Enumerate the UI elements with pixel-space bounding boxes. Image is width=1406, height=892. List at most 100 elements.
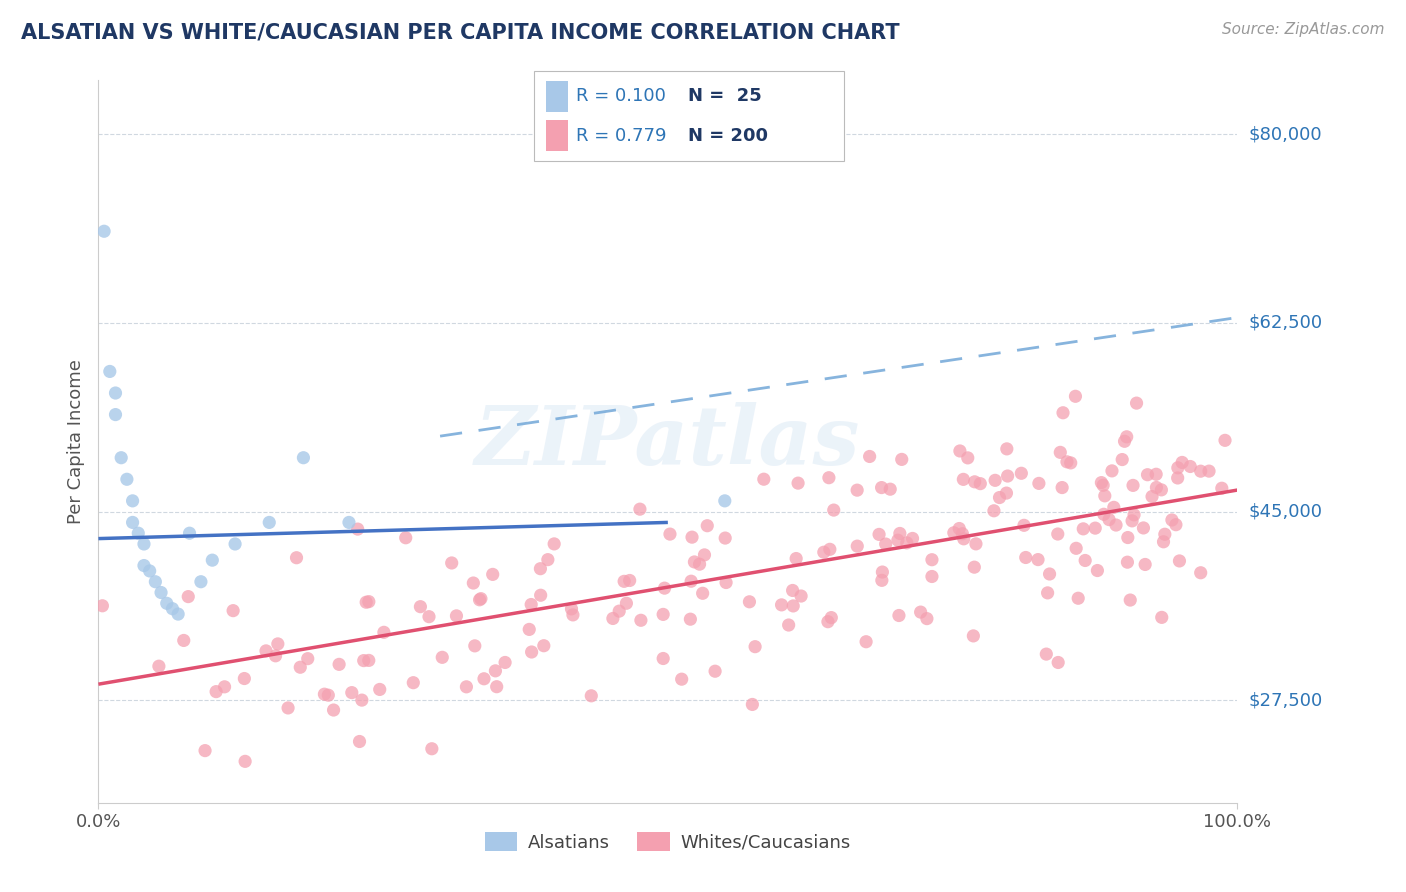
Point [681, 574, 703, 589]
Point [529, 562, 551, 576]
Point [190, 574, 212, 589]
Point [409, 599, 432, 614]
Point [368, 682, 391, 697]
Point [267, 637, 290, 651]
Point [432, 650, 454, 665]
Point [440, 556, 463, 570]
Point [607, 604, 630, 618]
Point [1167, 471, 1189, 485]
Point [1090, 475, 1112, 490]
Point [1028, 476, 1050, 491]
Point [630, 613, 652, 627]
Point [696, 518, 718, 533]
Point [1116, 555, 1139, 569]
Point [875, 537, 897, 551]
Point [254, 644, 277, 658]
Point [292, 450, 315, 465]
Point [1144, 467, 1167, 482]
Point [921, 569, 943, 583]
Point [127, 526, 149, 541]
Point [581, 689, 603, 703]
Point [1038, 566, 1060, 581]
Point [823, 503, 845, 517]
Point [517, 623, 540, 637]
Point [277, 701, 299, 715]
Point [619, 574, 641, 588]
Point [1087, 564, 1109, 578]
Legend: Alsatians, Whites/Caucasians: Alsatians, Whites/Caucasians [478, 825, 858, 859]
Point [132, 558, 155, 573]
Point [138, 564, 160, 578]
Point [1122, 478, 1144, 492]
Point [205, 684, 228, 698]
Point [470, 591, 492, 606]
Point [132, 537, 155, 551]
Point [714, 531, 737, 545]
Point [150, 585, 173, 599]
Point [952, 532, 974, 546]
Point [689, 557, 711, 571]
Point [468, 592, 491, 607]
Point [879, 482, 901, 496]
Point [353, 654, 375, 668]
Point [395, 531, 418, 545]
Point [997, 469, 1019, 483]
Point [1144, 480, 1167, 494]
Point [1136, 467, 1159, 482]
Point [681, 530, 703, 544]
Text: $62,500: $62,500 [1249, 314, 1323, 332]
Point [463, 576, 485, 591]
Point [872, 565, 894, 579]
Point [870, 574, 893, 588]
Point [472, 672, 495, 686]
Point [1168, 554, 1191, 568]
Point [1213, 434, 1236, 448]
Point [314, 687, 336, 701]
Point [616, 596, 638, 610]
Point [995, 486, 1018, 500]
Point [1056, 455, 1078, 469]
Point [537, 552, 560, 566]
Point [328, 657, 350, 672]
Point [887, 608, 910, 623]
Point [1071, 522, 1094, 536]
Point [859, 450, 882, 464]
Point [995, 442, 1018, 456]
Point [744, 640, 766, 654]
Point [870, 481, 893, 495]
Point [121, 516, 143, 530]
Text: $45,000: $45,000 [1249, 502, 1323, 521]
Point [173, 633, 195, 648]
Point [1111, 452, 1133, 467]
Point [813, 545, 835, 559]
Point [1132, 521, 1154, 535]
Point [1153, 534, 1175, 549]
Point [1092, 508, 1115, 522]
Text: N = 200: N = 200 [688, 127, 768, 145]
Point [963, 475, 986, 489]
Point [214, 680, 236, 694]
Point [896, 536, 918, 550]
Point [1064, 541, 1087, 556]
Point [357, 594, 380, 608]
Point [983, 504, 1005, 518]
Point [418, 609, 440, 624]
Point [322, 703, 344, 717]
Point [846, 539, 869, 553]
Point [890, 452, 912, 467]
Point [1140, 490, 1163, 504]
Point [785, 551, 807, 566]
Point [561, 607, 583, 622]
Point [965, 537, 987, 551]
Point [868, 527, 890, 541]
Point [1121, 514, 1143, 528]
Point [1150, 483, 1173, 497]
Point [1064, 389, 1087, 403]
Y-axis label: Per Capita Income: Per Capita Income [66, 359, 84, 524]
Point [782, 583, 804, 598]
Point [543, 537, 565, 551]
Point [318, 688, 340, 702]
Point [1102, 500, 1125, 515]
Point [446, 608, 468, 623]
Point [222, 604, 245, 618]
